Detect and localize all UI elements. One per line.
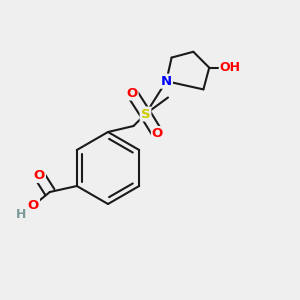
Text: O: O <box>34 169 45 182</box>
Text: O: O <box>28 199 39 212</box>
Text: S: S <box>141 107 150 121</box>
Text: H: H <box>16 208 26 221</box>
Text: O: O <box>126 86 138 100</box>
Text: N: N <box>161 75 172 88</box>
Text: OH: OH <box>220 61 241 74</box>
Text: O: O <box>152 127 163 140</box>
